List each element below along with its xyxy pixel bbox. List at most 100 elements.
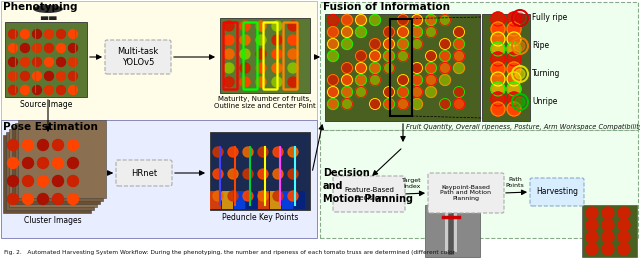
Circle shape	[8, 44, 17, 52]
Circle shape	[256, 49, 266, 59]
FancyBboxPatch shape	[9, 129, 97, 207]
Circle shape	[288, 191, 298, 201]
Ellipse shape	[33, 5, 63, 13]
Circle shape	[369, 14, 381, 26]
Circle shape	[243, 191, 253, 201]
Circle shape	[243, 147, 253, 157]
Circle shape	[240, 49, 250, 59]
FancyBboxPatch shape	[320, 2, 638, 130]
Circle shape	[258, 191, 268, 201]
Circle shape	[52, 194, 63, 205]
Circle shape	[355, 27, 367, 37]
Circle shape	[20, 85, 29, 94]
Circle shape	[38, 175, 49, 187]
Circle shape	[342, 86, 353, 98]
Circle shape	[383, 62, 394, 74]
Circle shape	[426, 14, 436, 26]
Circle shape	[213, 191, 223, 201]
Circle shape	[256, 21, 266, 31]
Circle shape	[272, 49, 282, 59]
Circle shape	[412, 86, 422, 98]
Circle shape	[515, 69, 525, 79]
Circle shape	[288, 35, 298, 45]
FancyBboxPatch shape	[482, 14, 530, 121]
Text: Pose Estimation: Pose Estimation	[3, 122, 98, 132]
Circle shape	[45, 44, 54, 52]
FancyBboxPatch shape	[5, 22, 87, 97]
Circle shape	[258, 147, 268, 157]
Circle shape	[440, 75, 451, 85]
Circle shape	[8, 85, 17, 94]
Circle shape	[45, 58, 54, 67]
Circle shape	[618, 207, 630, 219]
Circle shape	[20, 58, 29, 67]
Circle shape	[355, 86, 367, 98]
Text: Fruit Quantity, Overall ripeness, Posture, Arm Workspace Compatibility ...: Fruit Quantity, Overall ripeness, Postur…	[406, 124, 640, 130]
Circle shape	[8, 71, 17, 80]
Text: Ripe: Ripe	[532, 42, 549, 51]
Circle shape	[224, 63, 234, 73]
Circle shape	[288, 147, 298, 157]
Circle shape	[68, 85, 77, 94]
Text: Cluster Images: Cluster Images	[24, 216, 82, 225]
FancyBboxPatch shape	[210, 132, 310, 210]
Circle shape	[328, 51, 339, 61]
Circle shape	[507, 22, 521, 36]
Circle shape	[515, 41, 525, 51]
Circle shape	[602, 243, 614, 255]
Circle shape	[397, 38, 408, 50]
Circle shape	[224, 21, 234, 31]
FancyBboxPatch shape	[294, 191, 305, 209]
Text: Peduncle Key Points: Peduncle Key Points	[222, 213, 298, 222]
Circle shape	[33, 29, 42, 38]
Circle shape	[491, 62, 505, 76]
Circle shape	[328, 75, 339, 85]
Circle shape	[586, 243, 598, 255]
Circle shape	[412, 62, 422, 74]
FancyBboxPatch shape	[582, 205, 637, 257]
FancyBboxPatch shape	[320, 130, 638, 238]
Circle shape	[67, 194, 79, 205]
Circle shape	[52, 157, 63, 168]
Circle shape	[586, 207, 598, 219]
Circle shape	[507, 102, 521, 116]
Circle shape	[228, 147, 238, 157]
Text: Keypoint-Based
Path and Motion
Planning: Keypoint-Based Path and Motion Planning	[440, 185, 492, 201]
Circle shape	[22, 157, 33, 168]
Circle shape	[228, 191, 238, 201]
Circle shape	[8, 29, 17, 38]
Circle shape	[440, 51, 451, 61]
Circle shape	[369, 38, 381, 50]
Text: Multi-task
YOLOv5: Multi-task YOLOv5	[117, 47, 159, 67]
Circle shape	[491, 82, 505, 96]
Circle shape	[342, 14, 353, 26]
Circle shape	[426, 86, 436, 98]
FancyBboxPatch shape	[282, 191, 293, 209]
Circle shape	[8, 175, 19, 187]
Circle shape	[426, 75, 436, 85]
Text: Unripe: Unripe	[532, 98, 557, 107]
Circle shape	[491, 22, 505, 36]
FancyBboxPatch shape	[258, 191, 269, 209]
Circle shape	[33, 85, 42, 94]
Circle shape	[67, 175, 79, 187]
Circle shape	[52, 140, 63, 150]
Circle shape	[22, 140, 33, 150]
Circle shape	[507, 42, 521, 56]
Circle shape	[412, 14, 422, 26]
Circle shape	[355, 62, 367, 74]
Circle shape	[426, 27, 436, 37]
Circle shape	[272, 77, 282, 87]
Circle shape	[507, 32, 521, 46]
Circle shape	[454, 99, 465, 109]
Circle shape	[288, 63, 298, 73]
FancyBboxPatch shape	[220, 18, 310, 93]
Text: Fig. 2.   Automated Harvesting System Workflow: During the phenotyping, the numb: Fig. 2. Automated Harvesting System Work…	[4, 250, 455, 255]
Circle shape	[45, 85, 54, 94]
Circle shape	[67, 140, 79, 150]
Circle shape	[68, 58, 77, 67]
Circle shape	[56, 71, 65, 80]
Circle shape	[383, 51, 394, 61]
Circle shape	[56, 85, 65, 94]
Circle shape	[258, 169, 268, 179]
